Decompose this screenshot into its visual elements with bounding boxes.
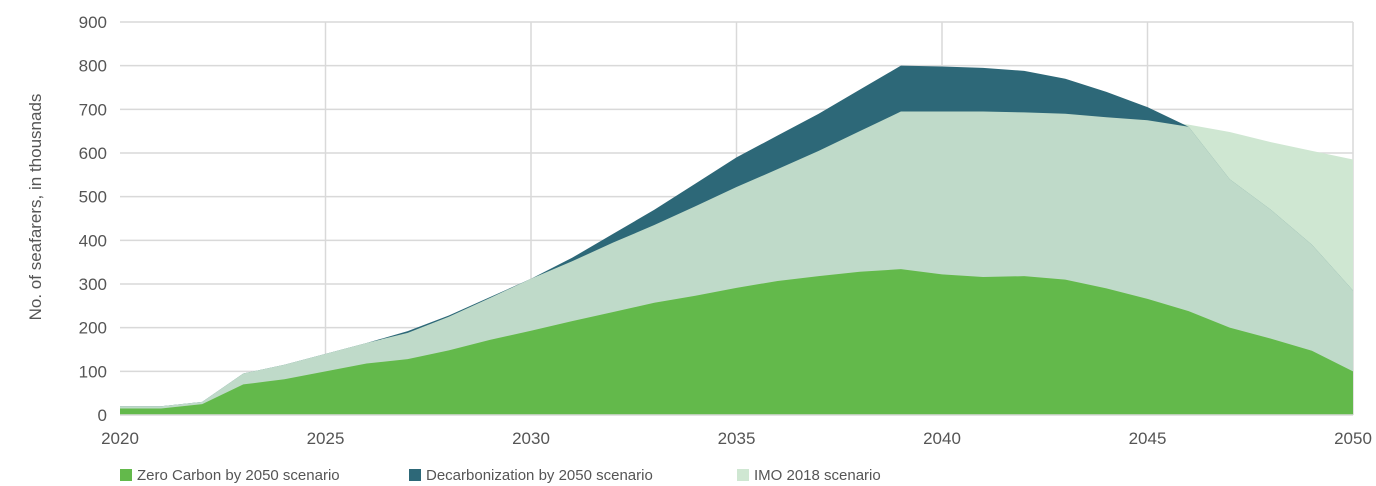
x-tick-label: 2030 [512,429,550,448]
y-tick-label: 900 [79,13,107,32]
area-series-top [120,269,1353,415]
x-tick-label: 2020 [101,429,139,448]
legend-swatch [737,469,749,481]
y-tick-label: 300 [79,275,107,294]
legend-label: Decarbonization by 2050 scenario [426,467,653,484]
y-tick-label: 600 [79,144,107,163]
y-tick-label: 800 [79,57,107,76]
legend-label: IMO 2018 scenario [754,467,881,484]
y-tick-label: 700 [79,100,107,119]
y-axis-title: No. of seafarers, in thousnads [26,94,45,321]
x-tick-label: 2040 [923,429,961,448]
legend-swatch [120,469,132,481]
legend: Zero Carbon by 2050 scenario Decarbonizat… [120,467,881,484]
y-tick-label: 100 [79,362,107,381]
overlay-layer [120,111,1353,416]
y-tick-label: 0 [98,406,107,425]
y-tick-label: 400 [79,231,107,250]
x-tick-label: 2045 [1129,429,1167,448]
y-tick-label: 200 [79,319,107,338]
y-tick-label: 500 [79,188,107,207]
legend-swatch [409,469,421,481]
axis-layer: 0 100 200 300 400 500 600 700 800 900 2020 2025 2030… [79,13,1372,448]
x-tick-label: 2035 [718,429,756,448]
x-tick-label: 2050 [1334,429,1372,448]
x-tick-label: 2025 [307,429,345,448]
legend-label: Zero Carbon by 2050 scenario [137,467,340,484]
